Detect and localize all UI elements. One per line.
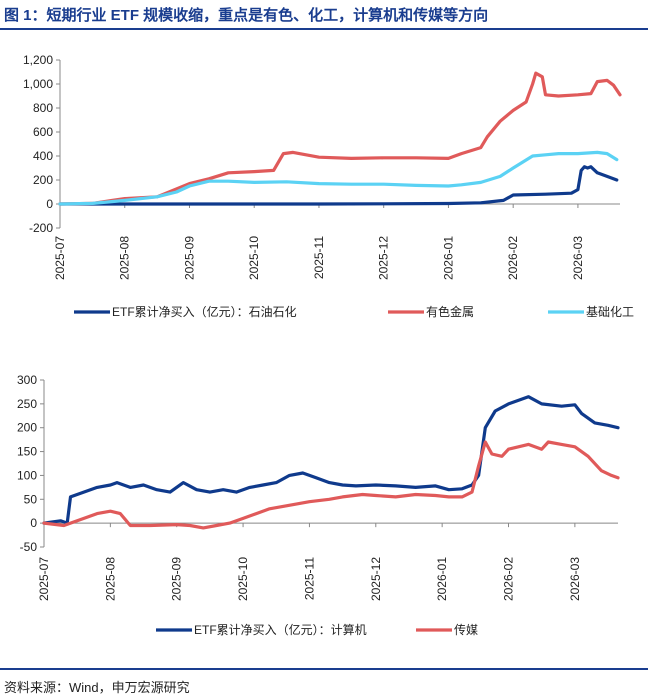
y-tick-label: 200 (33, 173, 53, 187)
legend-label-2: 传媒 (454, 622, 478, 637)
x-tick-label: 2026-02 (506, 236, 520, 280)
chart-petrochem-metals-chemicals: -200 0 200 400 600 800 1,000 1,200 2025-07 2025-0… (23, 53, 634, 319)
y-tick-label: 1,000 (23, 77, 53, 91)
series-line-1 (42, 395, 620, 525)
y-tick-label: 0 (46, 197, 53, 211)
figure-title: 图 1：短期行业 ETF 规模收缩，重点是有色、化工，计算机和传媒等方向 (4, 7, 489, 24)
x-tick-label: 2025-10 (247, 236, 261, 280)
x-tick-label: 2026-03 (571, 236, 585, 280)
y-tick-label: 100 (17, 468, 37, 482)
y-tick-label: 50 (24, 492, 38, 506)
y-tick-label: 600 (33, 125, 53, 139)
x-tick-label: 2026-03 (568, 557, 582, 601)
x-tick-label: 2025-07 (37, 557, 51, 601)
x-tick-label: 2025-09 (182, 236, 196, 280)
chart-computer-media: -50 0 50 100 150 200 250 300 2025-07 2025-08 2025-… (17, 373, 620, 637)
y-tick-label: 1,200 (23, 53, 53, 67)
x-tick-label: 2025-10 (236, 557, 250, 601)
x-tick-label: 2025-11 (302, 557, 316, 600)
x-tick-label: 2025-08 (118, 236, 132, 280)
y-tick-label: -50 (20, 540, 38, 554)
x-tick-label: 2026-02 (502, 557, 516, 601)
series-line-2 (42, 440, 620, 530)
y-tick-label: 0 (30, 516, 37, 530)
y-tick-label: -200 (29, 221, 53, 235)
x-tick-label: 2025-11 (312, 236, 326, 279)
legend-label-2: 有色金属 (426, 304, 474, 319)
y-tick-label: 250 (17, 397, 37, 411)
y-tick-label: 150 (17, 445, 37, 459)
x-tick-label: 2026-01 (435, 557, 449, 601)
x-tick-label: 2025-12 (369, 557, 383, 601)
series-line-3 (58, 150, 619, 206)
x-tick-label: 2026-01 (441, 236, 455, 280)
y-tick-label: 300 (17, 373, 37, 387)
series-line-2 (58, 71, 622, 206)
legend-label-3: 基础化工 (586, 305, 634, 319)
bottom-divider (0, 668, 648, 670)
source-note: 资料来源：Wind，申万宏源研究 (4, 680, 190, 695)
legend-label-1: ETF累计净买入（亿元）：计算机 (194, 622, 367, 637)
x-tick-label: 2025-07 (53, 236, 67, 280)
x-tick-label: 2025-08 (103, 557, 117, 601)
y-tick-label: 200 (17, 421, 37, 435)
y-tick-label: 800 (33, 101, 53, 115)
y-tick-label: 400 (33, 149, 53, 163)
legend-label-1: ETF累计净买入（亿元）：石油石化 (112, 304, 297, 319)
x-tick-label: 2025-09 (170, 557, 184, 601)
top-divider (0, 28, 648, 30)
series-line-1 (58, 165, 619, 206)
x-tick-label: 2025-12 (377, 236, 391, 280)
